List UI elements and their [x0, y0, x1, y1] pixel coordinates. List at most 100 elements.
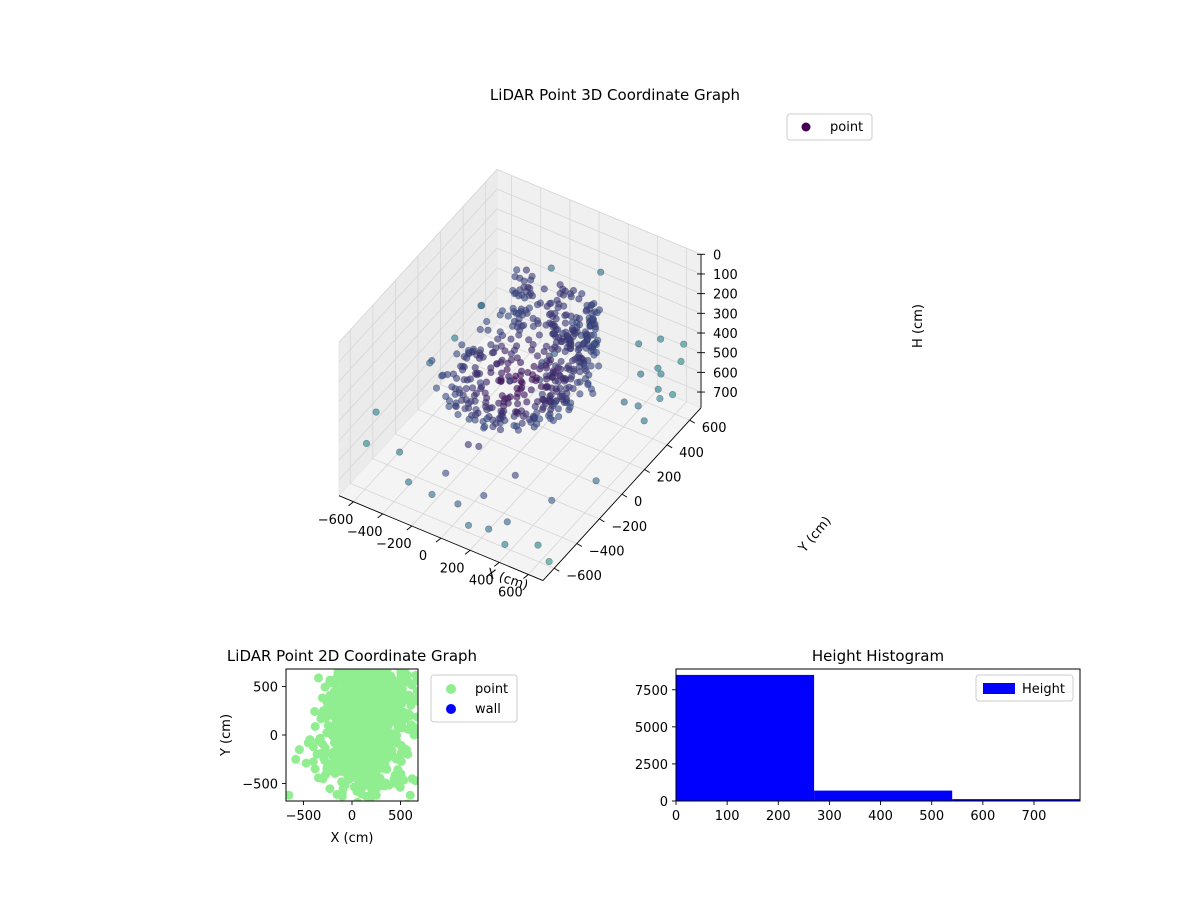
data-point — [371, 790, 381, 800]
chart-hist-frame — [675, 668, 1081, 802]
data-point — [445, 402, 453, 411]
data-point — [362, 738, 372, 748]
data-point — [412, 693, 418, 703]
data-point — [358, 679, 368, 689]
data-point — [574, 346, 582, 354]
grid-line — [496, 169, 702, 255]
data-point — [515, 331, 523, 339]
data-point — [554, 304, 562, 312]
data-point — [504, 399, 512, 407]
data-point — [513, 400, 522, 408]
grid-line — [417, 408, 623, 495]
data-point — [524, 283, 532, 291]
chart-2d-ticks: −500 0 500 −500 0 500 — [242, 680, 413, 824]
data-point — [346, 771, 356, 781]
data-point — [514, 309, 523, 318]
chart-2d-legend: point wall — [430, 674, 518, 723]
z-tick-label: 300 — [713, 307, 738, 322]
data-point — [537, 382, 545, 391]
data-point — [563, 389, 571, 398]
chart-3d-axes: −600−400−2000200400600−600−400−200020040… — [318, 248, 738, 600]
data-point — [341, 706, 351, 716]
data-point — [595, 306, 604, 314]
data-point — [564, 334, 573, 342]
data-point — [575, 315, 584, 323]
data-point — [568, 357, 577, 365]
grid-line — [372, 458, 577, 544]
histogram-bar — [814, 790, 953, 801]
data-point — [514, 426, 523, 434]
data-point — [310, 764, 320, 774]
data-point — [543, 302, 551, 310]
data-point — [322, 763, 332, 773]
data-point — [337, 788, 347, 798]
legend-label-point: point — [830, 120, 863, 135]
x-tick-label: 100 — [715, 809, 740, 824]
data-point — [549, 367, 558, 375]
grid-line — [338, 267, 498, 441]
data-point — [303, 738, 313, 748]
data-point — [464, 400, 473, 408]
data-point — [428, 490, 436, 499]
data-point — [451, 334, 459, 342]
data-point — [582, 307, 590, 315]
data-point — [542, 364, 551, 372]
x-tick-label: 500 — [919, 809, 944, 824]
data-point — [325, 722, 335, 732]
data-point — [597, 268, 605, 276]
data-point — [575, 321, 584, 329]
data-point — [591, 325, 600, 333]
x-tick-label: 300 — [817, 809, 842, 824]
data-point — [377, 763, 387, 773]
data-point — [329, 687, 339, 697]
data-point — [565, 383, 573, 391]
data-point — [452, 399, 460, 407]
data-point — [372, 783, 382, 793]
data-point — [310, 707, 320, 716]
data-point — [358, 669, 368, 674]
data-point — [458, 396, 466, 404]
legend-marker-point — [446, 684, 456, 694]
data-point — [536, 365, 544, 373]
data-point — [325, 784, 335, 794]
data-point — [403, 724, 413, 734]
data-point — [358, 724, 368, 734]
data-point — [548, 373, 557, 381]
data-point — [448, 383, 456, 391]
data-point — [535, 331, 544, 339]
y-tick — [621, 493, 628, 498]
data-point — [392, 681, 402, 691]
data-point — [401, 695, 411, 705]
data-point — [466, 375, 475, 383]
data-point — [399, 746, 408, 756]
data-point — [475, 354, 484, 362]
data-point — [578, 290, 586, 298]
data-point — [332, 674, 342, 684]
data-point — [506, 377, 514, 385]
data-point — [318, 774, 328, 784]
data-point — [357, 759, 367, 769]
data-point — [454, 411, 462, 419]
data-point — [477, 302, 485, 310]
data-point — [359, 746, 369, 755]
x-tick — [464, 549, 471, 555]
grid-line — [350, 483, 555, 569]
grid-line — [338, 228, 498, 402]
data-point — [286, 790, 294, 800]
data-point — [501, 540, 509, 549]
data-point — [547, 397, 555, 405]
chart-3d-zlabel: H (cm) — [911, 304, 926, 348]
chart-2d: LiDAR Point 2D Coordinate Graph −500 0 500… — [219, 647, 518, 846]
data-point — [540, 347, 548, 356]
data-point — [426, 359, 434, 367]
x-tick-label: 700 — [1022, 809, 1047, 824]
data-point — [335, 716, 345, 726]
data-point — [568, 325, 577, 333]
chart-3d-title: LiDAR Point 3D Coordinate Graph — [490, 86, 740, 104]
data-point — [584, 356, 592, 365]
data-point — [554, 405, 563, 413]
y-tick-label: 400 — [679, 446, 704, 461]
data-point — [566, 403, 574, 411]
data-point — [392, 731, 402, 740]
data-point — [590, 299, 598, 308]
